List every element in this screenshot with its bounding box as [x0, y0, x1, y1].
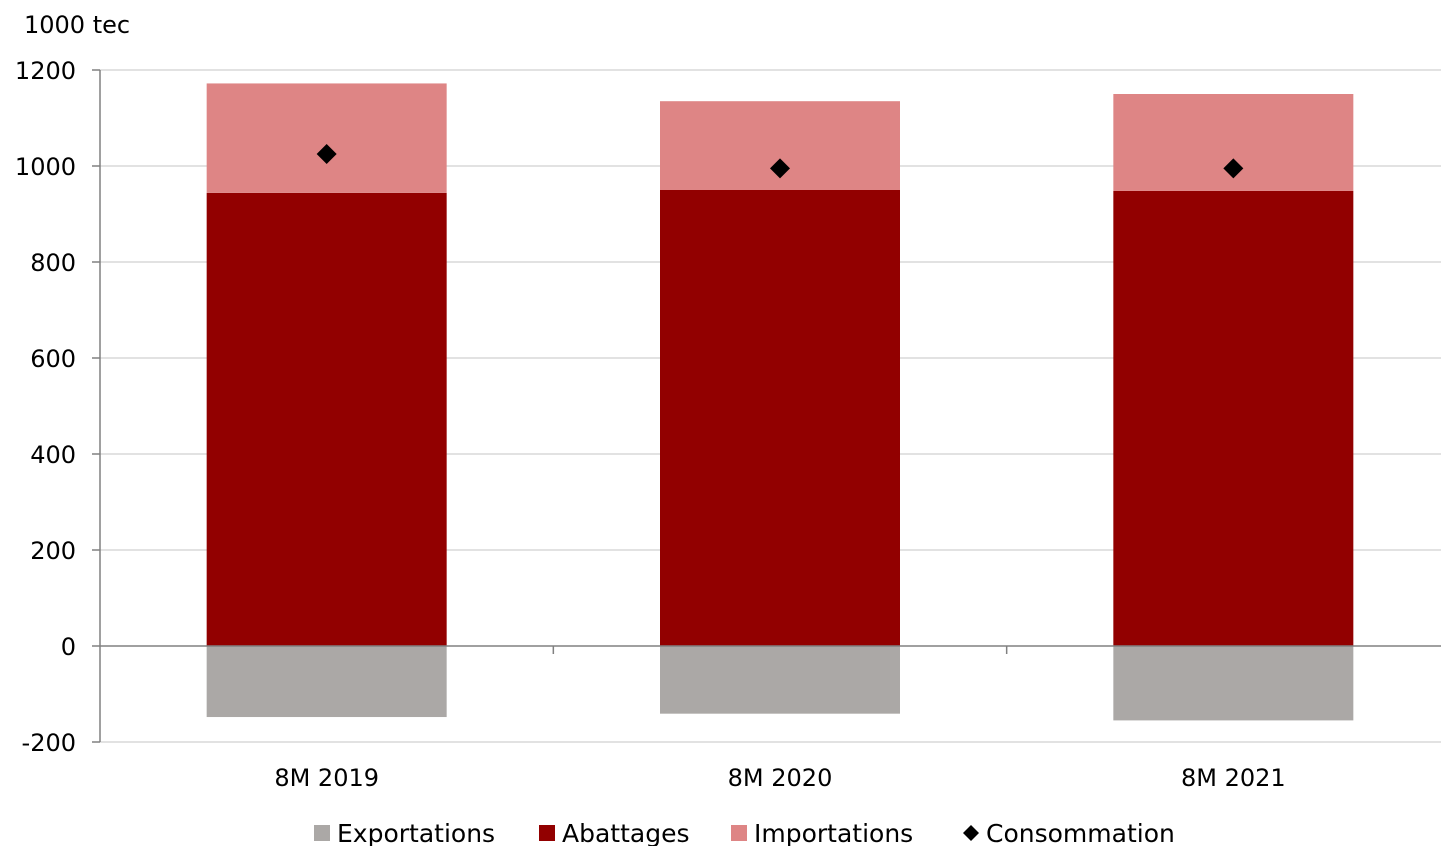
- legend-swatch-exportations: [314, 825, 330, 841]
- y-tick-label: 0: [61, 633, 76, 661]
- legend-label-abattages: Abattages: [562, 819, 690, 846]
- bar-exportations-2: [1113, 646, 1354, 721]
- y-tick-label: 200: [30, 537, 76, 565]
- legend-label-importations: Importations: [754, 819, 913, 846]
- bar-abattages-0: [206, 192, 447, 646]
- y-tick-label: 1000: [15, 153, 76, 181]
- markers: [316, 144, 1244, 179]
- x-tick-label: 8M 2021: [1181, 764, 1286, 792]
- legend-swatch-importations: [731, 825, 747, 841]
- bar-importations-0: [206, 83, 447, 193]
- bar-abattages-2: [1113, 190, 1354, 646]
- marker-consommation-0: [316, 144, 337, 164]
- y-tick-label: 400: [30, 441, 76, 469]
- legend-label-consommation: Consommation: [986, 819, 1175, 846]
- axes: -200 0 200 400 600 800 1000 1200 8M 2019 8M 2020 8…: [15, 57, 1441, 792]
- legend-swatch-consommation: [963, 825, 979, 841]
- y-axis-unit-label: 1000 tec: [24, 11, 130, 39]
- x-tick-label: 8M 2020: [728, 764, 833, 792]
- y-tick-label: 1200: [15, 57, 76, 85]
- y-tick-label: 600: [30, 345, 76, 373]
- legend-label-exportations: Exportations: [337, 819, 495, 846]
- legend: Exportations Abattages Importations Consomm…: [314, 819, 1175, 846]
- y-tick-label: 800: [30, 249, 76, 277]
- marker-consommation-2: [1223, 158, 1244, 179]
- x-tick-label: 8M 2019: [274, 764, 379, 792]
- marker-consommation-1: [770, 158, 790, 179]
- bar-exportations-0: [206, 646, 447, 718]
- bars: [206, 83, 1354, 721]
- legend-swatch-abattages: [539, 825, 555, 841]
- y-tick-label: -200: [22, 729, 76, 757]
- bar-exportations-1: [660, 646, 900, 714]
- bar-abattages-1: [660, 190, 900, 646]
